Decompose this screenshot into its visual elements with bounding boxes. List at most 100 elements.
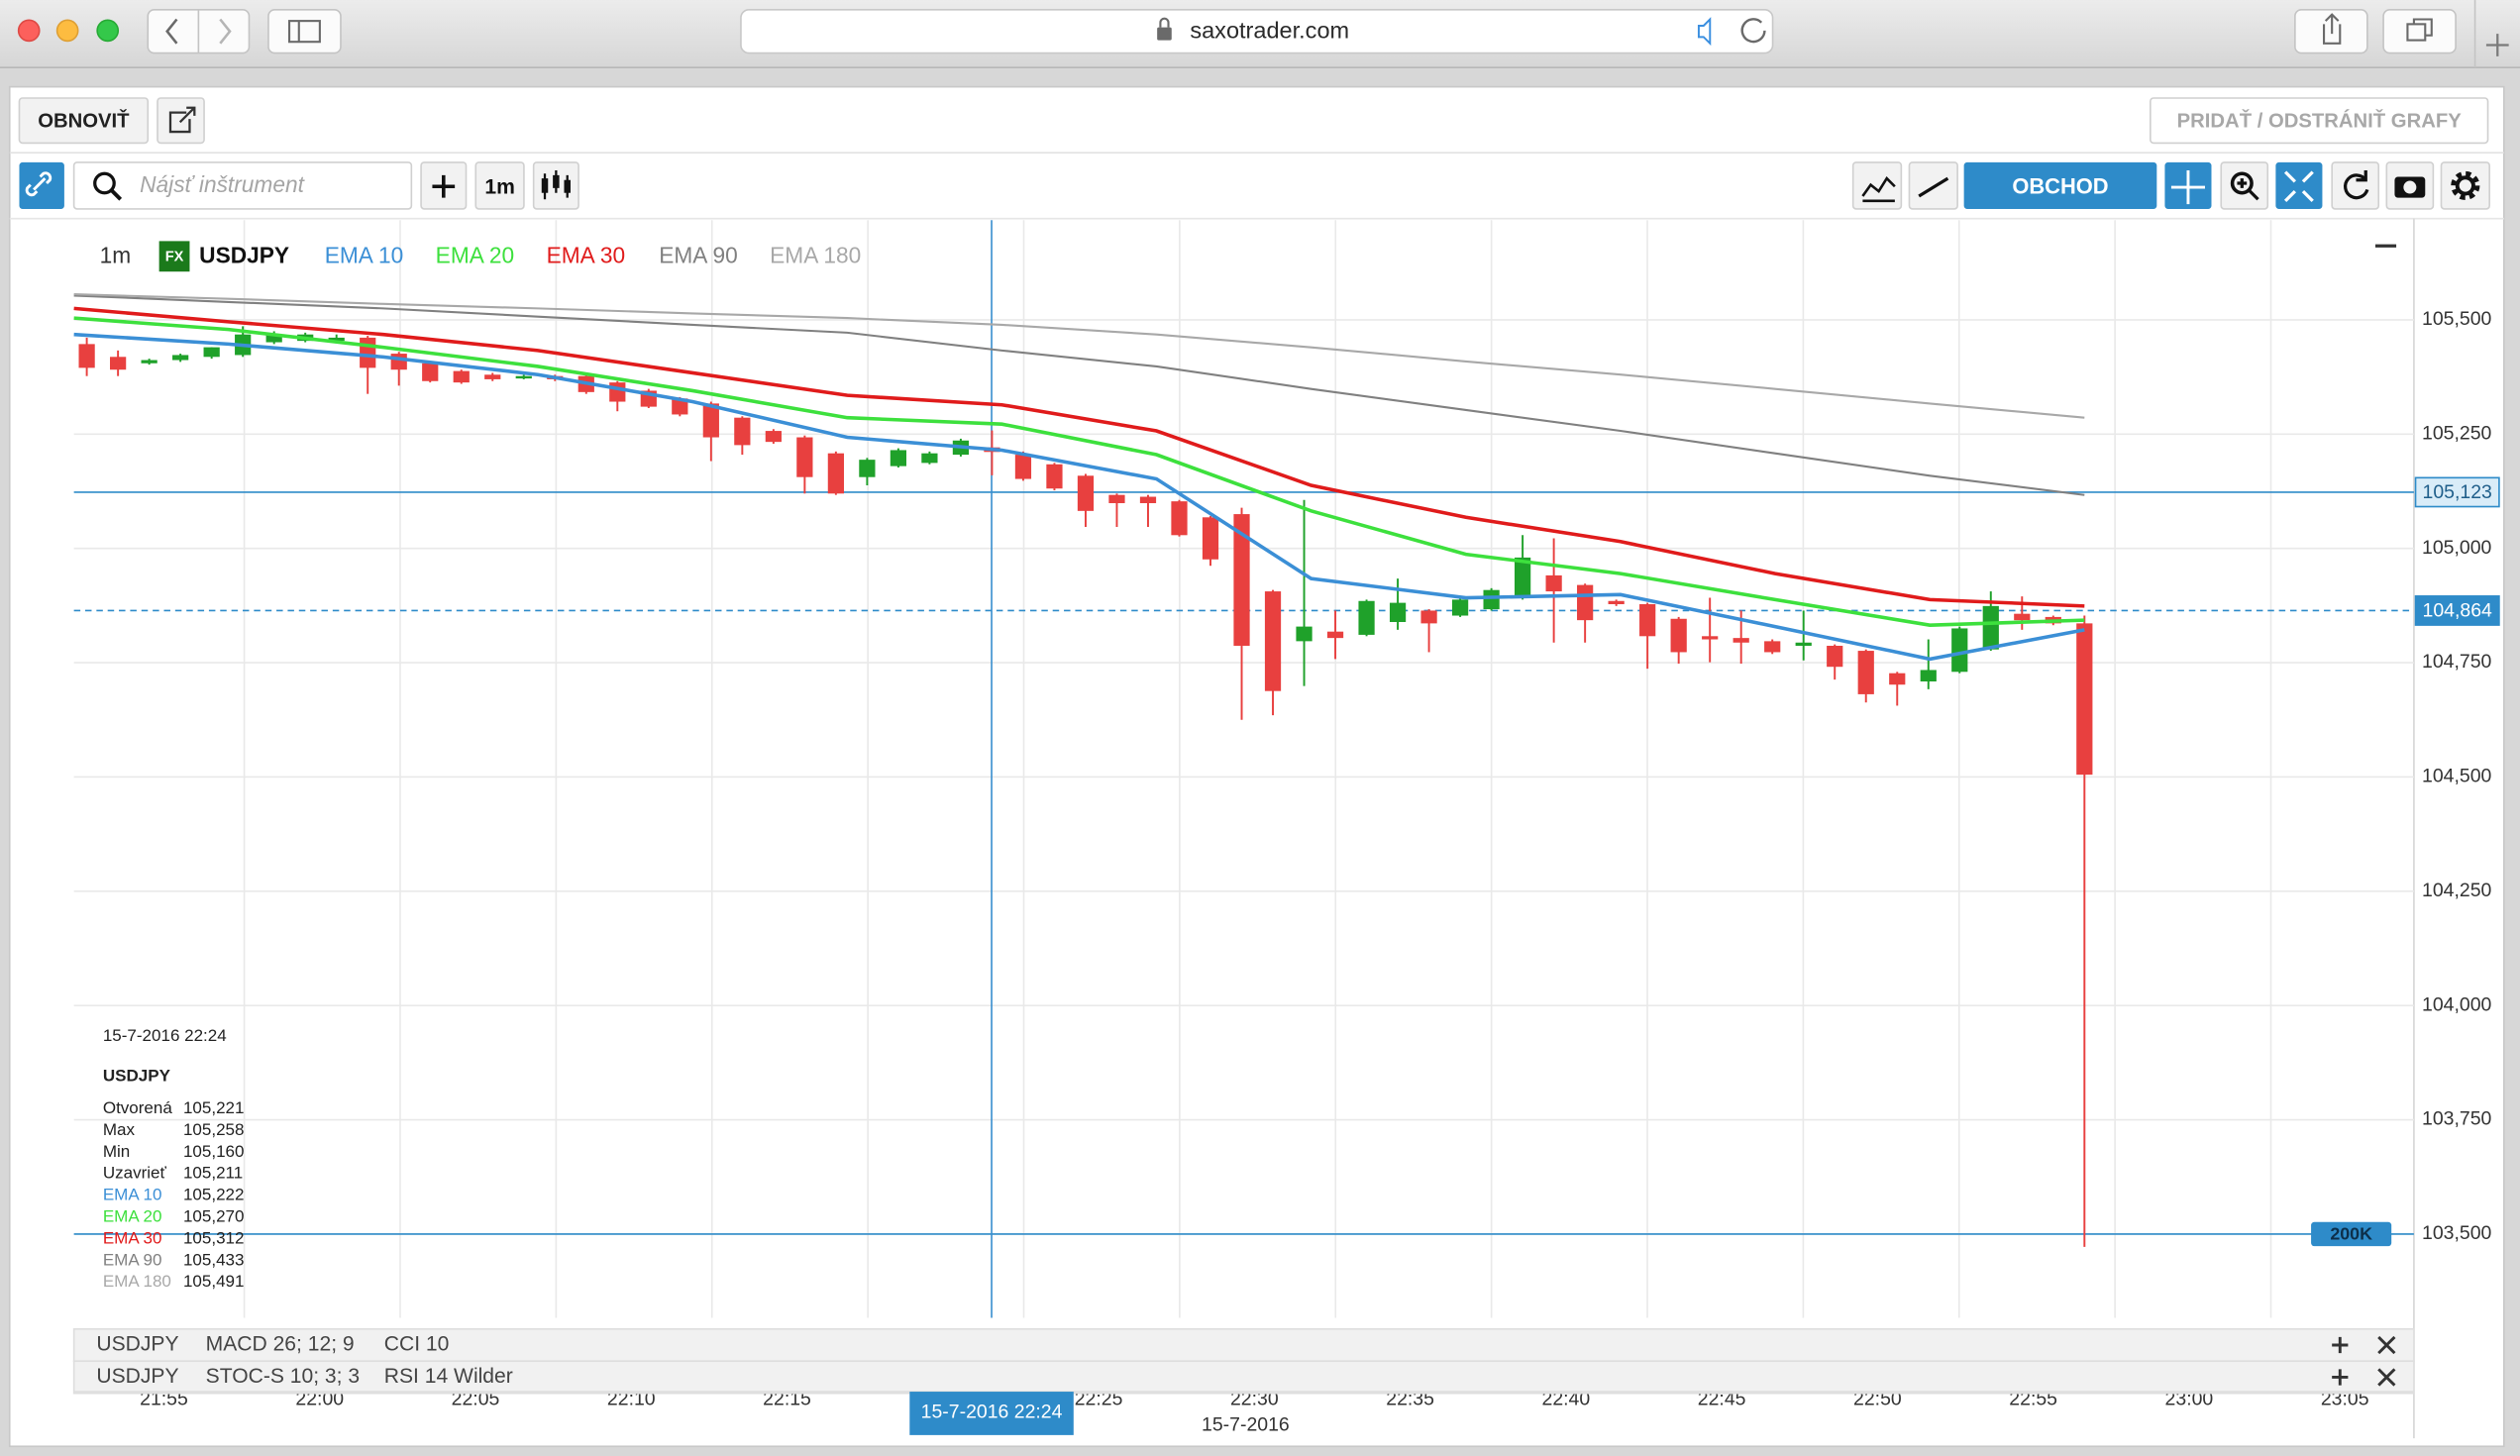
indicator-remove[interactable]: [2377, 1368, 2396, 1387]
indicator-add[interactable]: [2332, 1369, 2349, 1386]
reload-icon[interactable]: [1740, 18, 1766, 44]
candle-body: [2014, 613, 2031, 621]
camera-lens: [2403, 180, 2417, 194]
candle-body: [1014, 455, 1032, 479]
indicators-icon: [1861, 176, 1896, 203]
tooltip-label: EMA 180: [103, 1272, 171, 1291]
tabs-icon: [2406, 23, 2427, 42]
y-tick-label: 105,500: [2422, 308, 2491, 330]
indicator-remove[interactable]: [2377, 1335, 2396, 1355]
legend-interval: 1m: [100, 243, 132, 268]
candle-body: [203, 347, 220, 358]
close-button[interactable]: [17, 19, 41, 43]
zoom-tool-button[interactable]: [2220, 161, 2269, 210]
sidebar-icon: [287, 20, 321, 44]
legend-instrument: USDJPY: [199, 243, 289, 268]
candle-body: [484, 374, 501, 379]
candle-body: [1139, 496, 1157, 503]
candle-body: [422, 363, 439, 381]
candle-body: [1483, 589, 1500, 610]
candle-body: [1296, 626, 1312, 642]
candle-body: [515, 375, 532, 379]
legend-entry: EMA 30: [547, 243, 626, 268]
candle-body: [1202, 517, 1219, 560]
indicator-add[interactable]: [2332, 1336, 2349, 1354]
reset-button[interactable]: [2331, 161, 2380, 210]
refresh-button[interactable]: [18, 97, 150, 145]
ema-line: [73, 306, 2085, 608]
candle-body: [1827, 645, 1843, 668]
tooltip-label: EMA 90: [103, 1250, 162, 1269]
y-tick-label: 104,250: [2422, 880, 2491, 901]
tooltip-value: 105,491: [183, 1272, 245, 1291]
tabs-button[interactable]: [2382, 8, 2457, 54]
settings-button[interactable]: [2440, 161, 2490, 210]
popout-icon: [168, 106, 196, 134]
zoom-button[interactable]: [96, 19, 120, 43]
interval-label: 1m: [484, 175, 514, 198]
indicators-button[interactable]: [1851, 161, 1903, 210]
link-button[interactable]: [19, 161, 64, 209]
candle-body: [1171, 501, 1188, 536]
candle-body: [1077, 475, 1095, 511]
candle-body: [78, 344, 95, 368]
search-placeholder: Nájsť inštrument: [140, 171, 305, 197]
tooltip-instrument: USDJPY: [103, 1067, 171, 1086]
search-box[interactable]: [72, 161, 413, 210]
candle-body: [1951, 628, 1968, 673]
ema-line: [73, 294, 2085, 496]
order-label: 200K: [2330, 1224, 2372, 1244]
indicator-label: CCI 10: [384, 1333, 450, 1356]
search-icon-handle: [109, 188, 123, 201]
price-level-tag: [2414, 476, 2500, 508]
tooltip-time: 15-7-2016 22:24: [103, 1026, 227, 1045]
y-tick-label: 103,750: [2422, 1108, 2491, 1130]
indicator-label: MACD 26; 12; 9: [206, 1333, 355, 1356]
legend-entry: EMA 180: [770, 243, 861, 268]
y-tick-label: 103,500: [2422, 1222, 2491, 1244]
tooltip-value: 105,160: [183, 1142, 245, 1161]
zoom-icon-parts: [2237, 178, 2259, 201]
candle-icon-body: [553, 174, 560, 188]
new-tab-icon[interactable]: [2485, 34, 2509, 56]
add-remove-button[interactable]: [2150, 97, 2489, 145]
candle-body: [1857, 651, 1874, 694]
indicator-label: USDJPY: [96, 1333, 178, 1356]
candle-body: [890, 450, 907, 467]
audio-icon[interactable]: [1697, 17, 1712, 47]
candle-body: [2076, 623, 2093, 776]
lock-shackle: [1159, 17, 1170, 28]
candle-body: [672, 398, 688, 415]
tooltip-value: 105,221: [183, 1098, 245, 1117]
url-bar[interactable]: [740, 8, 1774, 54]
candle-body: [1670, 618, 1687, 653]
candle-body: [734, 417, 751, 446]
tooltip-label: Uzavrieť: [103, 1164, 167, 1183]
candle-body: [1702, 636, 1719, 640]
minimize-button[interactable]: [55, 19, 79, 43]
trade-button[interactable]: [1963, 161, 2157, 209]
y-tick-label: 104,500: [2422, 766, 2491, 787]
candle-body: [1358, 600, 1375, 635]
candle-body: [765, 431, 782, 443]
candle-body: [702, 403, 719, 438]
price-level-tag: [2414, 595, 2500, 626]
share-icon: [2323, 13, 2342, 45]
y-tick-label: 104,000: [2422, 993, 2491, 1015]
tooltip-value: 105,312: [183, 1228, 245, 1247]
candle-body: [1451, 599, 1469, 616]
y-tick-label: 105,250: [2422, 422, 2491, 444]
price-level-label: 105,123: [2423, 481, 2492, 503]
candle-icon-body: [564, 179, 571, 193]
interval-button[interactable]: [474, 161, 525, 210]
y-tick-label: 104,750: [2422, 651, 2491, 673]
candle-body: [360, 337, 376, 368]
candle-body: [1920, 670, 1937, 681]
candle-body: [1608, 600, 1625, 604]
candle-body: [1982, 605, 1999, 650]
legend-entry: EMA 90: [659, 243, 738, 268]
fit-button[interactable]: [2275, 161, 2323, 209]
sidebar-button[interactable]: [267, 8, 342, 54]
fx-badge: [158, 241, 190, 272]
